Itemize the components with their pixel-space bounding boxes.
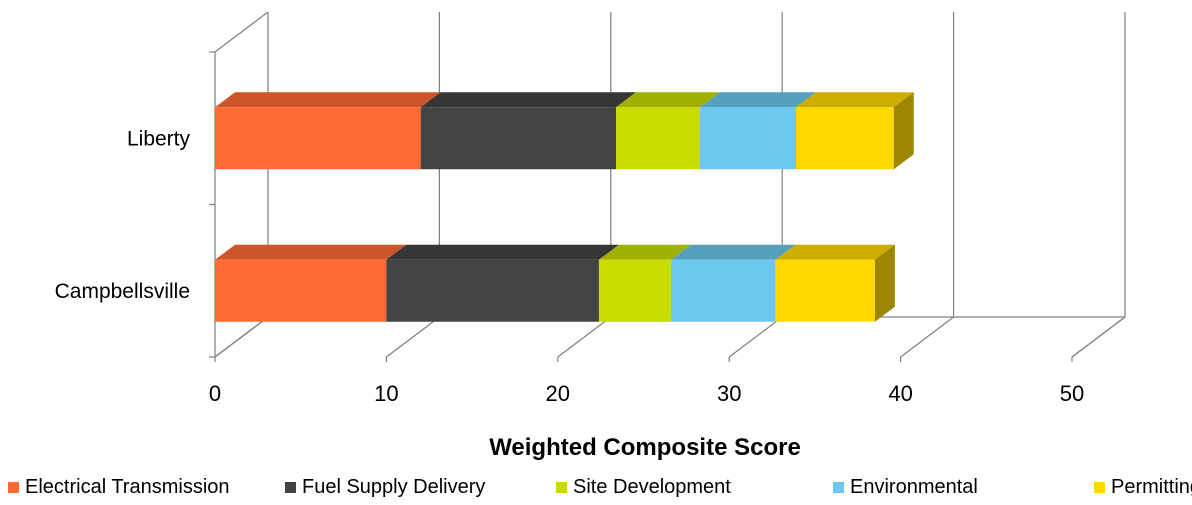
side-wall-top-edge [214,11,269,53]
legend-label: Fuel Supply Delivery [302,476,485,498]
bar-front-face [215,259,387,322]
bar-top-face [598,244,691,260]
legend-swatch [8,482,19,493]
bar-segment [215,92,441,170]
legend-label: Site Development [573,476,731,498]
bar-front-face [700,107,797,170]
bar-front-face [670,259,776,322]
legend-item: Environmental [833,476,978,498]
legend: Electrical Transmission Fuel Supply Deliv… [8,476,1192,498]
gridline-floor [1071,316,1126,358]
legend-item: Fuel Supply Delivery [285,476,485,498]
x-tick-label: 40 [888,381,912,406]
category-labels: Liberty Campbellsville [55,127,191,303]
bar-front-face [215,107,421,170]
bar-end-face [893,92,914,170]
bar-front-face [616,107,701,170]
gridline-floor [557,316,612,358]
bar-top-face [670,244,796,260]
bar-top-face [775,244,895,260]
legend-item: Site Development [556,476,731,498]
gridline-floor [214,316,269,358]
category-label: Campbellsville [55,280,190,303]
gridline-floor [728,316,783,358]
bar-segment [215,244,407,322]
legend-swatch [285,482,296,493]
bar-top-face [215,92,441,108]
x-tick-label: 0 [209,381,221,406]
bar-segment [775,244,895,322]
legend-label: Electrical Transmission [25,476,230,498]
bar-front-face [386,259,599,322]
x-tick-label: 30 [717,381,741,406]
legend-swatch [833,482,844,493]
legend-item: Electrical Transmission [8,476,230,498]
bar-top-face [386,244,619,260]
legend-swatch [1094,482,1105,493]
gridline-floor [386,316,440,358]
bar-top-face [796,92,914,108]
x-tick-labels: 0 10 20 30 40 50 [209,381,1084,406]
x-axis-title: Weighted Composite Score [489,434,801,461]
category-label: Liberty [127,127,191,150]
bar-top-face [616,92,721,108]
x-tick-label: 20 [546,381,570,406]
bars [215,92,914,322]
bar-front-face [775,259,875,322]
bar-segment [420,92,637,170]
bar-segment [616,92,721,170]
x-tick-label: 10 [374,381,398,406]
bar-top-face [215,244,407,260]
legend-swatch [556,482,567,493]
bar-top-face [420,92,637,108]
legend-label: Permitting [1111,476,1192,498]
legend-label: Environmental [850,476,978,498]
bar-front-face [420,107,617,170]
bar-segment [386,244,619,322]
legend-item: Permitting [1094,476,1192,498]
bar-segment [598,244,691,322]
bar-segment [796,92,914,170]
bar-segment [670,244,796,322]
bar-front-face [598,259,671,322]
bar-segment [700,92,817,170]
gridline-floor [900,316,954,358]
bar-front-face [796,107,894,170]
bar-top-face [700,92,817,108]
bar-end-face [874,244,895,322]
x-tick-label: 50 [1060,381,1084,406]
